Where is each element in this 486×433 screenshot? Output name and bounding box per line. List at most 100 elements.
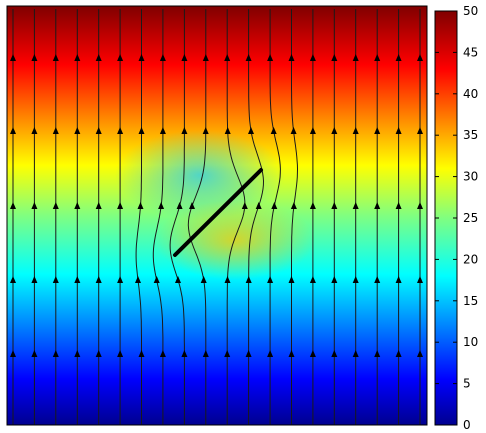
streamline-arrow	[309, 202, 316, 209]
streamline-arrow	[95, 350, 102, 357]
streamline-arrow	[181, 350, 188, 357]
streamline-arrow	[331, 127, 338, 134]
streamline-arrow	[309, 350, 316, 357]
streamline-arrow	[245, 276, 252, 283]
streamline-arrow	[10, 202, 16, 209]
streamline-arrow	[267, 276, 274, 283]
streamline-arrow	[153, 276, 160, 283]
streamline-arrow	[309, 276, 316, 283]
streamline-arrow	[10, 350, 16, 357]
streamline-arrow	[395, 54, 402, 61]
streamline-arrow	[52, 202, 59, 209]
colorbar: 0 5 10 15 20 25 30 35 40 45 50	[434, 4, 478, 432]
streamline-arrow	[181, 54, 188, 61]
streamline-arrow	[202, 350, 209, 357]
streamline-arrow	[10, 276, 16, 283]
colorbar-tick-label: 45	[463, 45, 478, 59]
streamlines	[10, 9, 423, 425]
streamline-arrow	[309, 127, 316, 134]
streamline-arrow	[31, 350, 38, 357]
streamline-arrow	[31, 276, 38, 283]
streamline-arrow	[117, 350, 124, 357]
streamline-arrow	[395, 202, 402, 209]
field-distortion-warm	[155, 200, 315, 280]
streamline-arrow	[31, 202, 38, 209]
colorbar-tick-label: 30	[463, 170, 478, 184]
streamline-arrow	[245, 350, 252, 357]
streamline-arrow	[138, 54, 145, 61]
streamline-arrow	[181, 127, 188, 134]
colorbar-tick-label: 50	[463, 4, 478, 18]
streamline-arrow	[395, 350, 402, 357]
streamline-arrow	[331, 276, 338, 283]
colorbar-tick-label: 0	[463, 418, 471, 432]
streamline-arrow	[331, 350, 338, 357]
streamline-arrow	[395, 127, 402, 134]
colorbar-tick-label: 40	[463, 87, 478, 101]
streamline-arrow	[158, 202, 165, 209]
streamline-arrow	[74, 202, 81, 209]
colorbar-tick-label: 15	[463, 294, 478, 308]
streamline-arrow	[374, 276, 381, 283]
streamline-arrow	[74, 127, 81, 134]
streamline-arrow	[31, 54, 38, 61]
streamline-arrow	[224, 54, 231, 61]
streamline-arrow	[352, 54, 359, 61]
streamline-arrow	[267, 350, 274, 357]
streamline-arrow	[52, 276, 59, 283]
streamline-arrow	[117, 276, 124, 283]
streamline-arrow	[202, 54, 209, 61]
streamline-arrow	[52, 350, 59, 357]
streamline-arrow	[189, 202, 195, 209]
streamline-arrow	[10, 127, 16, 134]
streamline-arrow	[352, 276, 359, 283]
colorbar-tick-label: 25	[463, 211, 478, 225]
streamline-arrow	[95, 202, 102, 209]
colorbar-tick-label: 5	[463, 377, 471, 391]
streamline-arrow	[138, 350, 145, 357]
streamline-arrow	[31, 127, 38, 134]
streamline-arrow	[52, 54, 59, 61]
streamline-arrow	[290, 202, 297, 209]
streamline-arrow	[374, 202, 381, 209]
streamline-arrow	[248, 127, 254, 134]
streamline-arrow	[159, 54, 166, 61]
streamline-arrow	[288, 54, 295, 61]
streamline-arrow	[374, 350, 381, 357]
streamline-arrow	[224, 276, 231, 283]
streamline-arrow	[74, 276, 81, 283]
streamline-arrow	[10, 54, 16, 61]
streamline-arrow	[331, 54, 338, 61]
colorbar-tick-label: 10	[463, 335, 478, 349]
streamline-arrow	[175, 276, 181, 283]
streamline-arrow	[417, 350, 423, 357]
streamline-arrow	[95, 127, 102, 134]
streamline-arrow	[74, 54, 81, 61]
streamline-arrow	[138, 127, 145, 134]
streamline-arrow	[288, 350, 295, 357]
streamline-arrow	[159, 350, 166, 357]
streamline-arrow	[95, 54, 102, 61]
colorbar-tick-label: 35	[463, 128, 478, 142]
streamline-arrow	[224, 127, 231, 134]
streamline-arrow	[245, 54, 252, 61]
streamline-arrow	[417, 202, 423, 209]
colorbar-ticks: 0 5 10 15 20 25 30 35 40 45 50	[435, 4, 478, 432]
streamline-arrow	[374, 127, 381, 134]
streamline-arrow	[74, 350, 81, 357]
streamline-arrow	[202, 127, 209, 134]
obstacle-segment	[173, 168, 263, 257]
field-distortion-cool	[115, 130, 285, 220]
streamline-arrow	[267, 54, 274, 61]
streamline-arrow	[270, 127, 277, 134]
streamline-arrow	[117, 127, 124, 134]
streamline-arrow	[135, 276, 141, 283]
streamline-arrow	[52, 127, 59, 134]
streamline-arrow	[395, 276, 402, 283]
streamline-arrow	[176, 202, 183, 209]
plot-area	[6, 5, 428, 426]
streamline-arrow	[241, 202, 248, 209]
streamline-arrow	[200, 276, 207, 283]
streamline-arrow	[95, 276, 102, 283]
